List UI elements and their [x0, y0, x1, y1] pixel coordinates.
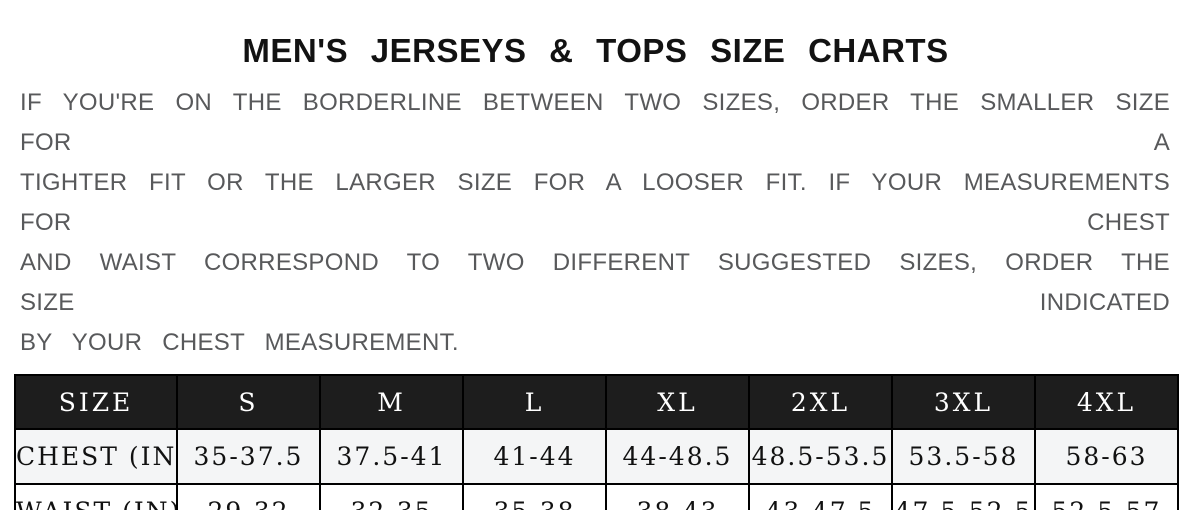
chest-value-xl: 44-48.5	[605, 428, 750, 485]
table-row-waist: WAIST (IN) 29-32 32-35 35-38 38-43 43-47…	[14, 483, 1179, 510]
intro-paragraph: IF YOU'RE ON THE BORDERLINE BETWEEN TWO …	[20, 83, 1170, 363]
waist-value-xl: 38-43	[605, 483, 750, 510]
row-label-waist: WAIST (IN)	[14, 483, 178, 510]
page-title: MEN'S JERSEYS & TOPS SIZE CHARTS	[242, 32, 949, 69]
waist-value-l: 35-38	[462, 483, 607, 510]
chest-value-l: 41-44	[462, 428, 607, 485]
column-header-s: S	[176, 374, 321, 430]
column-header-xl: XL	[605, 374, 750, 430]
column-header-m: M	[319, 374, 464, 430]
chest-value-2xl: 48.5-53.5	[748, 428, 893, 485]
chest-value-s: 35-37.5	[176, 428, 321, 485]
waist-value-s: 29-32	[176, 483, 321, 510]
size-chart-table: SIZE S M L XL 2XL 3XL 4XL CHEST (IN) 35-…	[14, 374, 1179, 510]
chest-value-4xl: 58-63	[1034, 428, 1179, 485]
waist-value-4xl: 52.5-57	[1034, 483, 1179, 510]
table-header-row: SIZE S M L XL 2XL 3XL 4XL	[14, 374, 1179, 430]
column-header-4xl: 4XL	[1034, 374, 1179, 430]
intro-line-1: IF YOU'RE ON THE BORDERLINE BETWEEN TWO …	[20, 89, 1170, 156]
column-header-2xl: 2XL	[748, 374, 893, 430]
column-header-size: SIZE	[14, 374, 178, 430]
intro-line-3: AND WAIST CORRESPOND TO TWO DIFFERENT SU…	[20, 249, 1170, 316]
intro-line-2: TIGHTER FIT OR THE LARGER SIZE FOR A LOO…	[20, 169, 1170, 236]
waist-value-3xl: 47.5-52.5	[891, 483, 1036, 510]
column-header-l: L	[462, 374, 607, 430]
chest-value-m: 37.5-41	[319, 428, 464, 485]
waist-value-m: 32-35	[319, 483, 464, 510]
intro-line-4: BY YOUR CHEST MEASUREMENT.	[20, 329, 459, 356]
row-label-chest: CHEST (IN)	[14, 428, 178, 485]
column-header-3xl: 3XL	[891, 374, 1036, 430]
waist-value-2xl: 43-47.5	[748, 483, 893, 510]
table-row-chest: CHEST (IN) 35-37.5 37.5-41 41-44 44-48.5…	[14, 428, 1179, 485]
chest-value-3xl: 53.5-58	[891, 428, 1036, 485]
